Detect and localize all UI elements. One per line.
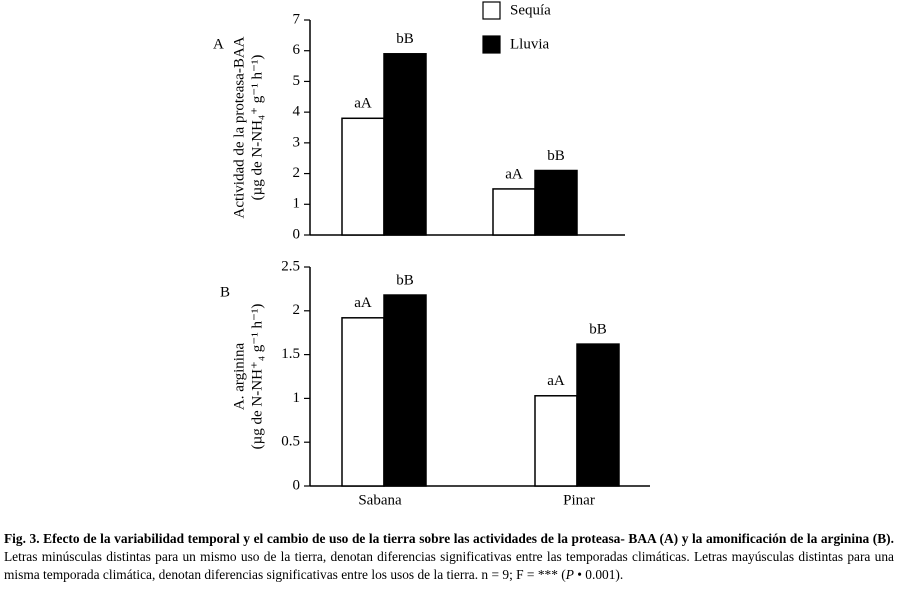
legend-label: Lluvia: [510, 36, 549, 52]
y-tick-label: 1.5: [281, 346, 300, 362]
bar: [534, 395, 578, 487]
y-tick-label: 1: [293, 390, 301, 406]
y-tick-label: 2.5: [281, 258, 300, 274]
bar: [383, 53, 427, 236]
panel-label: B: [220, 284, 230, 300]
bar-letter: aA: [354, 96, 372, 112]
bar-letter: bB: [589, 322, 607, 338]
caption-bold: Fig. 3. Efecto de la variabilidad tempor…: [4, 531, 894, 546]
bar: [534, 169, 578, 236]
bar: [383, 294, 427, 487]
bar: [576, 343, 620, 487]
bar-letter: bB: [396, 272, 414, 288]
bar-letter: bB: [547, 148, 565, 164]
bar-letter: bB: [396, 31, 414, 47]
y-tick-label: 2: [293, 165, 301, 181]
y-tick-label: 0: [293, 477, 301, 493]
legend-swatch: [482, 35, 501, 54]
caption-italic: P: [565, 567, 574, 582]
y-axis-units: (µg de N-NH⁺₄ g⁻¹ h⁻¹): [249, 304, 265, 450]
x-tick-label: Pinar: [563, 492, 595, 508]
figure: 0 1 2 3 4 5 6 7 aA bB aA bB A Actividad de la proteas…: [213, 1, 650, 508]
y-axis-title: Actividad de la proteasa-BAA: [231, 36, 247, 218]
bar: [341, 317, 385, 487]
bar: [341, 117, 385, 236]
y-tick-label: 1: [293, 196, 301, 212]
legend-swatch: [482, 1, 501, 20]
y-tick-label: 0.5: [281, 434, 300, 450]
y-axis-units: (µg de N-NH₄⁺ g⁻¹ h⁻¹): [249, 55, 265, 201]
y-tick-label: 6: [293, 42, 301, 58]
x-tick-label: Sabana: [358, 492, 402, 508]
caption-end: • 0.001).: [573, 567, 624, 582]
y-tick-label: 7: [293, 11, 301, 27]
caption: Fig. 3. Efecto de la variabilidad tempor…: [4, 530, 894, 584]
y-tick-label: 4: [293, 104, 301, 120]
y-tick-label: 0: [293, 226, 301, 242]
y-axis-title: A. arginina: [231, 343, 247, 411]
caption-text: Letras minúsculas distintas para un mism…: [4, 549, 894, 582]
panel-label: A: [213, 36, 224, 52]
bar-letter: aA: [505, 166, 523, 182]
y-tick-label: 3: [293, 134, 301, 150]
y-tick-label: 2: [293, 302, 301, 318]
bar-letter: aA: [547, 373, 565, 389]
bar-letter: aA: [354, 295, 372, 311]
bar: [492, 188, 536, 236]
legend-label: Sequía: [510, 2, 551, 18]
y-tick-label: 5: [293, 73, 301, 89]
